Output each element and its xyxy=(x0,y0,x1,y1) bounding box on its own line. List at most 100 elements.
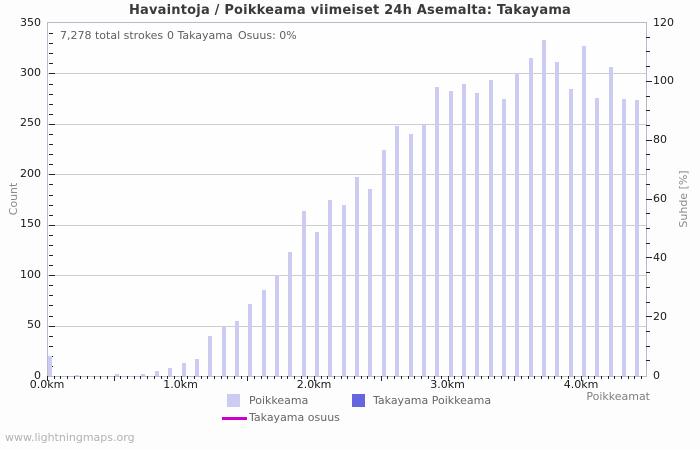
histogram-bar xyxy=(622,98,626,376)
gridline xyxy=(48,123,646,125)
x-axis-tick xyxy=(107,376,109,379)
left-axis-tick-label: 250 xyxy=(20,116,41,130)
x-axis-tick xyxy=(380,376,382,381)
x-axis-tick xyxy=(73,376,75,379)
left-axis-tick xyxy=(49,93,53,95)
x-axis-tick xyxy=(440,376,442,379)
left-axis-tick xyxy=(49,43,53,45)
x-axis-tick xyxy=(514,376,516,381)
histogram-bar xyxy=(488,79,493,376)
x-axis-tick xyxy=(420,376,422,379)
x-axis-tick xyxy=(207,376,209,379)
x-axis-tick xyxy=(554,376,556,379)
right-axis-tick-label: 40 xyxy=(653,250,667,264)
left-axis-tick xyxy=(49,234,53,236)
x-axis-tick xyxy=(327,376,329,379)
histogram-bar xyxy=(395,125,400,376)
right-axis-tick xyxy=(646,316,652,318)
left-axis-tick xyxy=(49,244,53,246)
left-axis-tick-label: 0 xyxy=(34,368,41,382)
right-axis-tick-label: 100 xyxy=(653,74,674,88)
histogram-bar xyxy=(368,189,373,376)
x-axis-tick xyxy=(574,376,576,379)
right-axis-tick xyxy=(646,110,650,112)
x-axis-tick xyxy=(133,376,135,379)
x-axis-tick xyxy=(480,376,482,379)
histogram-bar xyxy=(261,290,266,376)
histogram-bar xyxy=(355,177,359,376)
left-axis-tick xyxy=(49,295,53,297)
left-axis-tick xyxy=(49,315,53,317)
histogram-bar xyxy=(501,98,506,376)
histogram-bar xyxy=(635,99,640,376)
right-axis-tick xyxy=(646,66,650,68)
left-axis-tick-label: 150 xyxy=(20,217,41,231)
x-axis-tick xyxy=(507,376,509,379)
left-axis-tick xyxy=(49,345,53,347)
x-axis-tick xyxy=(581,376,582,381)
x-axis-tick xyxy=(167,376,169,379)
histogram-bar xyxy=(114,374,119,376)
x-axis-tick xyxy=(260,376,262,379)
x-axis-tick xyxy=(621,376,622,379)
x-axis-tick xyxy=(53,376,55,379)
x-axis-tick xyxy=(561,376,562,379)
left-axis-tick xyxy=(49,113,53,115)
x-axis-tick xyxy=(360,376,362,379)
x-axis-tick xyxy=(494,376,496,379)
x-axis-tick xyxy=(140,376,142,379)
right-axis-tick xyxy=(646,169,650,171)
histogram-bar xyxy=(408,133,413,376)
x-axis-tick xyxy=(153,376,155,379)
right-axis-tick xyxy=(646,36,650,38)
x-axis-tick xyxy=(614,376,616,379)
x-axis-tick xyxy=(267,376,269,379)
x-axis-tick xyxy=(47,376,48,381)
left-axis-tick xyxy=(49,73,55,75)
histogram-bar xyxy=(608,67,613,376)
histogram-bar xyxy=(234,320,239,376)
x-axis-tick xyxy=(427,376,429,379)
x-axis-tick xyxy=(253,376,255,379)
x-axis-tick xyxy=(367,376,369,379)
right-axis-tick-label: 0 xyxy=(653,368,660,382)
left-axis-tick xyxy=(49,53,53,55)
left-axis-tick-label: 200 xyxy=(20,166,41,180)
histogram-bar xyxy=(595,97,600,376)
x-axis-tick xyxy=(527,376,529,379)
x-axis-tick xyxy=(294,376,295,379)
x-axis-tick xyxy=(347,376,349,379)
x-axis-tick xyxy=(160,376,162,379)
x-axis-tick xyxy=(307,376,309,379)
x-axis-tick xyxy=(227,376,229,379)
legend-swatch-takayama-poikkeama xyxy=(352,394,365,407)
x-axis-tick xyxy=(247,376,249,381)
left-axis-tick-label: 300 xyxy=(20,65,41,79)
right-axis-tick xyxy=(646,227,650,229)
histogram-bar xyxy=(315,231,319,376)
x-axis-tick xyxy=(641,376,643,379)
x-axis-tick xyxy=(274,376,275,379)
histogram-bar xyxy=(555,62,560,376)
annotation-total-strokes: 7,278 total strokes xyxy=(60,29,164,42)
x-axis-tick xyxy=(354,376,356,379)
right-axis-tick xyxy=(646,198,652,200)
histogram-bar xyxy=(208,335,213,376)
x-axis-tick xyxy=(340,376,342,379)
right-axis-tick xyxy=(646,154,650,156)
x-axis-tick xyxy=(93,376,95,379)
gridline xyxy=(48,174,646,176)
legend-line-takayama-osuus xyxy=(222,417,247,420)
annotation-share: Osuus: 0% xyxy=(238,29,297,42)
x-axis-tick-label: 1.0km xyxy=(163,378,198,391)
x-axis-tick xyxy=(487,376,489,379)
x-axis-tick xyxy=(414,376,416,379)
histogram-bar xyxy=(141,374,146,376)
right-axis-tick xyxy=(646,51,650,53)
chart-title: Havaintoja / Poikkeama viimeiset 24h Ase… xyxy=(128,3,572,18)
histogram-bar xyxy=(515,73,520,376)
x-axis-tick xyxy=(467,376,469,379)
legend-label-takayama-poikkeama: Takayama Poikkeama xyxy=(373,394,492,407)
right-axis-tick xyxy=(646,272,650,273)
